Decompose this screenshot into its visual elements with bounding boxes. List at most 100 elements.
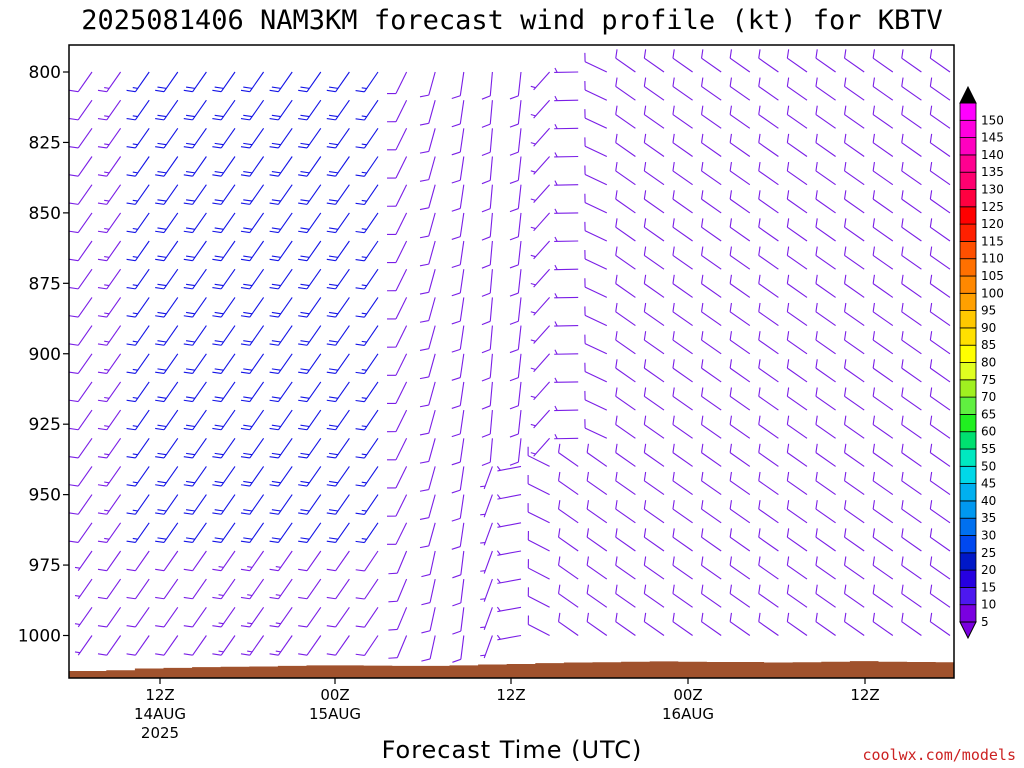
wind-barb xyxy=(240,494,265,515)
wind-barb xyxy=(615,190,636,214)
wind-barb xyxy=(815,302,836,327)
wind-barb xyxy=(901,49,922,73)
wind-barb xyxy=(509,240,522,269)
wind-barb xyxy=(269,71,293,93)
wind-barb xyxy=(584,165,608,186)
wind-barb xyxy=(69,268,93,290)
wind-barb xyxy=(155,578,179,600)
wind-barb xyxy=(786,359,808,383)
wind-barb xyxy=(530,409,551,429)
wind-barb xyxy=(901,218,922,242)
wind-barb xyxy=(700,500,722,524)
wind-barb xyxy=(643,49,665,73)
wind-barb xyxy=(815,415,836,439)
colorbar-swatch xyxy=(959,223,977,242)
wind-barb xyxy=(527,615,550,636)
wind-barb xyxy=(421,635,436,662)
wind-barb xyxy=(672,584,693,608)
colorbar: 5 10 15 20 25 30 35 40 45 50 55 60 65 70 75 80 85 90 95 100… xyxy=(959,85,1004,640)
wind-barb xyxy=(451,297,465,325)
wind-barb xyxy=(758,387,779,411)
wind-barb xyxy=(530,184,551,203)
wind-barb xyxy=(700,556,722,580)
wind-barb xyxy=(843,471,865,496)
wind-barb xyxy=(729,133,751,157)
wind-barb xyxy=(97,212,122,234)
wind-barb xyxy=(212,494,236,515)
wind-barb xyxy=(69,409,93,431)
wind-barb xyxy=(530,156,551,175)
colorbar-label: 35 xyxy=(981,511,996,525)
wind-barbs xyxy=(69,49,951,663)
wind-barb xyxy=(758,77,779,101)
wind-barb xyxy=(240,381,265,403)
wind-barb xyxy=(509,184,522,213)
wind-barb xyxy=(452,635,465,663)
wind-barb xyxy=(586,443,608,467)
wind-barb xyxy=(901,190,922,214)
wind-barb xyxy=(843,133,865,157)
wind-barb xyxy=(481,353,493,382)
wind-barb xyxy=(155,268,179,290)
wind-barb xyxy=(212,212,236,234)
colorbar-label: 140 xyxy=(981,148,1004,162)
wind-barb xyxy=(584,109,608,129)
wind-barb xyxy=(387,212,408,236)
wind-barb xyxy=(155,99,179,121)
wind-barb xyxy=(326,297,350,318)
wind-barb xyxy=(298,381,322,403)
wind-barb xyxy=(700,246,722,270)
wind-barb xyxy=(843,584,865,608)
colorbar-swatch xyxy=(959,258,977,277)
wind-barb xyxy=(155,240,179,262)
colorbar-swatch xyxy=(959,396,977,415)
wind-barb xyxy=(672,443,693,467)
wind-barb xyxy=(240,325,265,346)
wind-barb xyxy=(269,522,293,544)
wind-barb xyxy=(155,494,179,515)
wind-barb xyxy=(126,212,150,234)
wind-barb xyxy=(451,156,465,184)
colorbar-swatch xyxy=(959,206,977,225)
wind-barb xyxy=(97,381,122,403)
wind-barb xyxy=(843,331,865,355)
wind-barb xyxy=(212,297,236,318)
wind-barb xyxy=(672,133,693,157)
wind-barb xyxy=(643,133,665,157)
wind-barb xyxy=(700,190,722,214)
wind-barb xyxy=(212,325,236,346)
wind-barb xyxy=(355,99,379,121)
wind-barb xyxy=(419,269,436,295)
wind-barb xyxy=(355,156,379,177)
wind-barb xyxy=(901,246,922,270)
wind-barb xyxy=(643,584,665,608)
wind-barb xyxy=(758,359,779,383)
wind-barb xyxy=(298,156,322,177)
wind-barb xyxy=(326,240,350,262)
wind-barb xyxy=(481,240,493,269)
wind-barb xyxy=(554,433,579,440)
wind-barb xyxy=(387,99,408,123)
wind-barb xyxy=(643,471,665,496)
wind-barb xyxy=(269,184,293,205)
wind-barb xyxy=(126,71,150,93)
wind-barb xyxy=(615,556,636,580)
wind-barb xyxy=(212,353,236,375)
wind-barb xyxy=(729,77,751,101)
wind-barb xyxy=(387,71,408,95)
wind-barb xyxy=(729,359,751,383)
wind-barb xyxy=(451,522,465,550)
wind-barb xyxy=(843,528,865,552)
wind-barb xyxy=(843,415,865,439)
wind-barb xyxy=(212,71,236,93)
wind-barb xyxy=(451,71,465,100)
wind-barb xyxy=(786,556,808,580)
wind-barb xyxy=(729,162,751,186)
wind-barb xyxy=(729,190,751,214)
wind-barb xyxy=(240,99,265,121)
wind-barb xyxy=(584,306,608,327)
wind-barb xyxy=(700,359,722,383)
wind-barb xyxy=(584,334,608,355)
wind-barb xyxy=(326,437,350,459)
wind-barb xyxy=(758,415,779,439)
